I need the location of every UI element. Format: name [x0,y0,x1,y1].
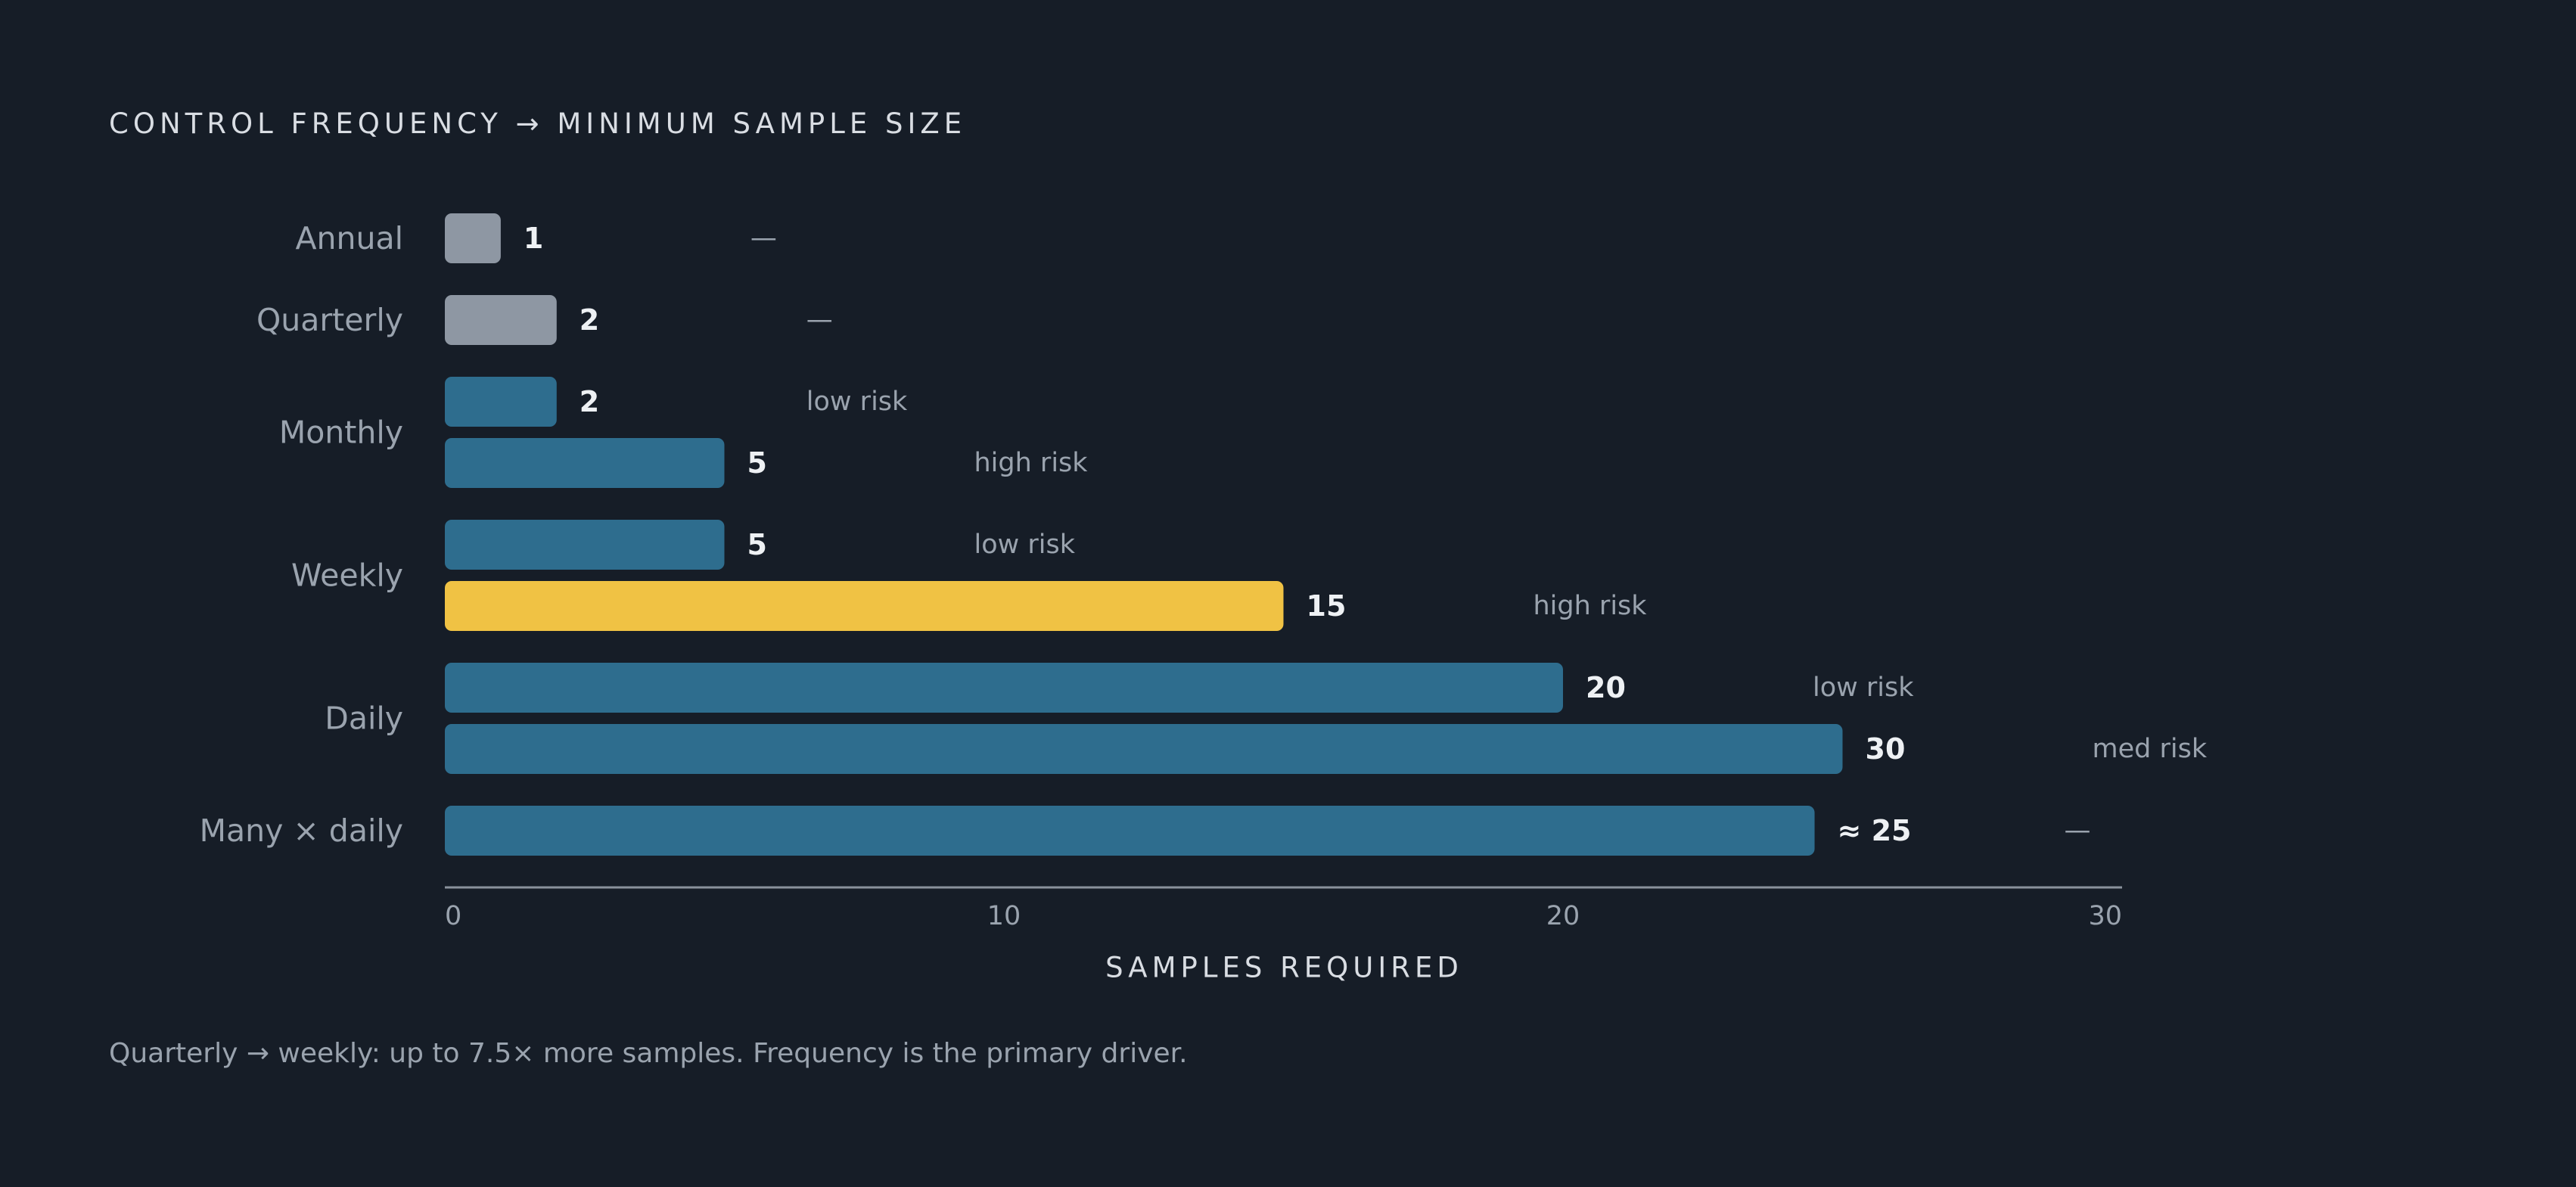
bar-note-label: low risk [806,387,908,417]
bar-value-label: 2 [580,385,599,418]
bar [445,295,557,345]
bar-value-label: 15 [1307,589,1347,623]
bar-value-label: 1 [524,222,543,255]
bar-value-label: ≈ 25 [1838,814,1912,847]
bar [445,520,725,570]
chart-title: CONTROL FREQUENCY → MINIMUM SAMPLE SIZE [109,107,967,140]
bar [445,377,557,427]
x-tick-label: 0 [445,901,461,931]
bar [445,213,501,263]
category-label: Annual [295,220,403,256]
x-axis-label: SAMPLES REQUIRED [1105,952,1463,984]
bar-value-label: 30 [1866,732,1906,766]
bar-note-label: med risk [2093,734,2208,764]
bar [445,724,1843,774]
x-tick-label: 20 [1546,901,1580,931]
category-label: Monthly [279,415,403,451]
bar-note-label: — [806,305,833,335]
bar-value-label: 20 [1586,671,1626,704]
bar-value-label: 5 [747,446,767,480]
bar-note-label: low risk [974,530,1076,560]
category-label: Daily [325,701,403,737]
bar-value-label: 5 [747,528,767,561]
bar [445,438,725,488]
chart-footnote: Quarterly → weekly: up to 7.5× more samp… [109,1038,1188,1069]
bar-note-label: — [2065,816,2091,846]
x-tick-label: 30 [2088,901,2122,931]
bar [445,663,1563,713]
bar [445,581,1284,631]
category-label: Weekly [291,558,403,594]
x-tick-label: 10 [987,901,1021,931]
bar [445,806,1815,856]
category-label: Quarterly [256,302,403,338]
category-label: Many × daily [200,813,403,849]
bar-note-label: high risk [974,448,1089,478]
bar-note-label: — [750,223,777,253]
bar-note-label: low risk [1813,673,1914,703]
bar-value-label: 2 [580,303,599,337]
bar-note-label: high risk [1533,591,1648,621]
